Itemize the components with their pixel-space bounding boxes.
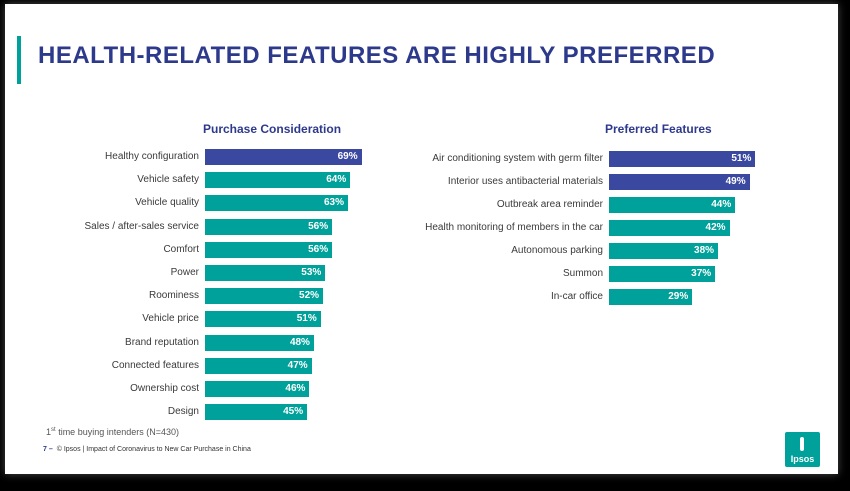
bar: 47%: [205, 357, 312, 374]
bar: 45%: [205, 404, 308, 421]
bar-row: Outbreak area reminder 44%: [497, 197, 829, 213]
category-label: Summon: [562, 268, 603, 279]
footnote-number: 1: [46, 427, 52, 437]
bar: 63%: [205, 195, 348, 212]
bar: 38%: [609, 243, 719, 259]
category-label: Ownership cost: [130, 383, 199, 394]
bar: 51%: [205, 311, 321, 328]
bar-value-label: 45%: [283, 406, 304, 418]
footer-page-number: 7 –: [43, 446, 53, 453]
footer: 7 – © Ipsos | Impact of Coronavirus to Ne…: [43, 446, 251, 453]
footnote: 1st time buying intenders (N=430): [46, 427, 179, 437]
bar: 56%: [205, 218, 333, 235]
chart-title-preferred-features: Preferred Features: [605, 122, 712, 136]
category-label: Vehicle safety: [137, 174, 199, 186]
bar-value-label: 56%: [308, 243, 329, 255]
bar: 46%: [205, 381, 310, 397]
category-label: Interior uses antibacterial materials: [447, 176, 603, 187]
footnote-text: time buying intenders (N=430): [55, 427, 180, 437]
bar: 29%: [609, 289, 693, 305]
bar-row: Power 53%: [171, 265, 505, 281]
bar: 48%: [205, 334, 314, 351]
bar: 53%: [205, 265, 326, 281]
bar: 52%: [205, 288, 324, 305]
slide-title: HEALTH-RELATED FEATURES ARE HIGHLY PREFE…: [38, 42, 716, 69]
bar-row: Vehicle price 51%: [142, 311, 505, 328]
category-label: Power: [170, 267, 199, 278]
bar-row: Sales / after-sales service 56%: [85, 218, 505, 235]
bar-value-label: 56%: [308, 220, 329, 232]
bar-row: Connected features 47%: [112, 357, 505, 374]
bar-row: Healthy configuration 69%: [105, 149, 505, 165]
bar-row: Vehicle safety 64%: [137, 172, 505, 189]
bar: 42%: [609, 220, 730, 236]
bar-row: Comfort 56%: [163, 241, 505, 258]
bar-value-label: 42%: [705, 222, 726, 233]
bar-value-label: 52%: [299, 290, 320, 302]
category-label: Air conditioning system with germ filter: [432, 153, 603, 164]
bar-value-label: 37%: [691, 268, 712, 279]
category-label: Roominess: [148, 290, 199, 302]
category-label: Healthy configuration: [105, 151, 199, 162]
category-label: Vehicle quality: [135, 197, 199, 209]
chart-title-purchase-consideration: Purchase Consideration: [203, 122, 342, 136]
bar-value-label: 51%: [296, 313, 317, 325]
bar-value-label: 38%: [694, 245, 715, 256]
category-label: Autonomous parking: [511, 245, 603, 256]
bar-row: In-car office 29%: [551, 289, 829, 305]
bar-row: Ownership cost 46%: [130, 381, 505, 397]
category-label: In-car office: [550, 291, 603, 302]
category-label: Sales / after-sales service: [84, 220, 200, 232]
bar: 51%: [609, 151, 756, 167]
ipsos-logo-text: Ipsos: [790, 454, 815, 464]
footnote-superscript: st: [51, 427, 56, 433]
bar: 44%: [609, 197, 736, 213]
ipsos-logo: Ipsos: [785, 432, 820, 467]
bar: 64%: [205, 172, 351, 189]
bar-value-label: 51%: [731, 153, 752, 164]
bar-row: Interior uses antibacterial materials 49%: [448, 174, 829, 190]
bar-value-label: 47%: [287, 359, 308, 371]
bar-row: Autonomous parking 38%: [511, 243, 829, 259]
bar-value-label: 69%: [337, 151, 358, 162]
bar-value-label: 46%: [285, 383, 306, 394]
bar-value-label: 64%: [326, 174, 347, 186]
category-label: Outbreak area reminder: [496, 199, 603, 210]
bar: 37%: [609, 266, 716, 282]
category-label: Connected features: [111, 359, 199, 371]
bar-value-label: 49%: [725, 176, 746, 187]
bar: 69%: [205, 149, 362, 165]
title-accent-bar: [17, 36, 21, 84]
category-label: Comfort: [163, 243, 199, 255]
category-label: Design: [167, 406, 199, 418]
bar-value-label: 44%: [711, 199, 732, 210]
bar-row: Health monitoring of members in the car 4…: [425, 220, 829, 236]
preferred-features-chart: Air conditioning system with germ filter…: [425, 151, 829, 311]
bar-row: Design 45%: [168, 404, 505, 421]
bar-row: Air conditioning system with germ filter…: [432, 151, 829, 167]
bar-value-label: 48%: [289, 336, 310, 348]
ipsos-logo-mark: [800, 437, 804, 451]
bar-row: Summon 37%: [563, 266, 829, 282]
bar-value-label: 53%: [301, 267, 322, 278]
bar-row: Roominess 52%: [149, 288, 505, 305]
footer-source: © Ipsos | Impact of Coronavirus to New C…: [56, 446, 251, 453]
slide: HEALTH-RELATED FEATURES ARE HIGHLY PREFE…: [5, 4, 838, 474]
purchase-consideration-chart: Healthy configuration 69% Vehicle safety 64…: [85, 149, 505, 429]
bar-row: Brand reputation 48%: [125, 334, 505, 351]
bar-value-label: 29%: [668, 291, 689, 302]
category-label: Vehicle price: [142, 313, 199, 325]
bar-row: Vehicle quality 63%: [135, 195, 505, 212]
category-label: Health monitoring of members in the car: [425, 222, 603, 233]
bar: 49%: [609, 174, 750, 190]
bar: 56%: [205, 241, 333, 258]
bar-value-label: 63%: [323, 197, 344, 209]
category-label: Brand reputation: [125, 336, 199, 348]
